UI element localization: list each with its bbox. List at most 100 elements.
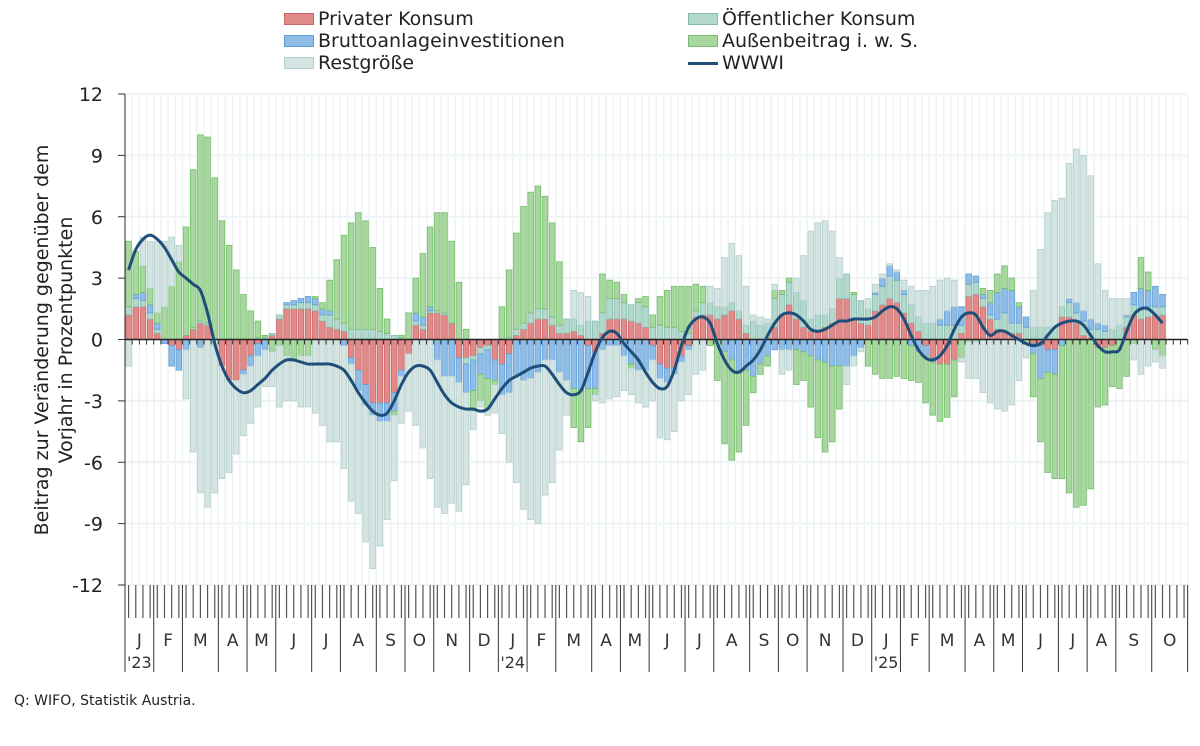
bar-restgr-e <box>448 375 455 504</box>
bar-privater-konsum <box>312 310 319 340</box>
bar-bruttoanlageinvestitionen <box>606 339 613 347</box>
legend-item-restgroesse: Restgröße <box>284 52 565 74</box>
legend-item-privater-konsum: Privater Konsum <box>284 8 565 30</box>
bar-au-enbeitrag-i-w-s- <box>455 281 463 340</box>
bar-bruttoanlageinvestitionen <box>570 339 577 389</box>
legend-swatch <box>284 57 314 69</box>
bar-bruttoanlageinvestitionen <box>721 339 728 353</box>
bar-privater-konsum <box>505 339 513 355</box>
bar-restgr-e <box>1037 249 1044 328</box>
bar-bruttoanlageinvestitionen <box>283 302 290 306</box>
bar-bruttoanlageinvestitionen <box>240 369 247 375</box>
bar-privater-konsum <box>556 332 563 340</box>
bar--ffentlicher-konsum <box>656 324 664 340</box>
bar-au-enbeitrag-i-w-s- <box>1159 339 1166 357</box>
bar-restgr-e <box>936 279 944 320</box>
bar-privater-konsum <box>197 322 204 340</box>
bar-restgr-e <box>333 339 340 443</box>
bar-bruttoanlageinvestitionen <box>1101 324 1109 332</box>
bar-restgr-e <box>750 314 757 322</box>
bar-restgr-e <box>304 355 312 408</box>
bar-bruttoanlageinvestitionen <box>850 339 857 357</box>
legend-label: Außenbeitrag i. w. S. <box>722 30 919 52</box>
bar-privater-konsum <box>685 339 692 347</box>
bar-privater-konsum <box>549 324 556 340</box>
bar-restgr-e <box>943 277 951 312</box>
bar-restgr-e <box>1094 263 1102 324</box>
bar-restgr-e <box>319 339 326 426</box>
bar-au-enbeitrag-i-w-s- <box>534 185 542 310</box>
bar-au-enbeitrag-i-w-s- <box>233 269 240 340</box>
bar-restgr-e <box>829 230 836 310</box>
bar-bruttoanlageinvestitionen <box>376 402 384 422</box>
bar-privater-konsum <box>929 339 936 359</box>
bar-privater-konsum <box>606 318 613 340</box>
y-tick-label: 6 <box>91 207 103 229</box>
bar-au-enbeitrag-i-w-s- <box>426 226 434 308</box>
bar-restgr-e <box>599 349 606 404</box>
bar--ffentlicher-konsum <box>972 281 980 295</box>
bar-au-enbeitrag-i-w-s- <box>800 351 807 381</box>
bar--ffentlicher-konsum <box>742 324 750 334</box>
bar-au-enbeitrag-i-w-s- <box>513 232 520 330</box>
bar-restgr-e <box>1030 289 1037 328</box>
bar-privater-konsum <box>419 328 427 340</box>
bar-au-enbeitrag-i-w-s- <box>1101 347 1109 406</box>
bar--ffentlicher-konsum <box>355 328 362 340</box>
bar-privater-konsum <box>333 328 340 340</box>
bar-au-enbeitrag-i-w-s- <box>951 359 958 398</box>
bar-au-enbeitrag-i-w-s- <box>154 312 161 324</box>
bar-restgr-e <box>283 355 290 402</box>
bar-au-enbeitrag-i-w-s- <box>1073 339 1080 508</box>
bar-au-enbeitrag-i-w-s- <box>584 388 592 428</box>
bar-au-enbeitrag-i-w-s- <box>204 136 211 324</box>
bar--ffentlicher-konsum <box>376 330 384 340</box>
bar-restgr-e <box>125 339 132 367</box>
bar-privater-konsum <box>347 339 355 359</box>
bar-privater-konsum <box>175 339 183 351</box>
bar--ffentlicher-konsum <box>577 324 585 336</box>
bar-au-enbeitrag-i-w-s- <box>362 220 369 330</box>
bar-privater-konsum <box>355 339 362 371</box>
bar-au-enbeitrag-i-w-s- <box>879 339 886 379</box>
bar-privater-konsum <box>240 339 247 371</box>
bar-privater-konsum <box>154 332 161 340</box>
bar-privater-konsum <box>470 339 477 357</box>
bar-restgr-e <box>692 339 700 375</box>
bar-bruttoanlageinvestitionen <box>1073 302 1080 314</box>
bar-restgr-e <box>276 345 283 408</box>
bar--ffentlicher-konsum <box>721 306 728 316</box>
bar-privater-konsum <box>850 318 857 340</box>
bar-au-enbeitrag-i-w-s- <box>1109 345 1116 387</box>
bar-restgr-e <box>161 240 168 308</box>
legend-right: Öffentlicher Konsum Außenbeitrag i. w. S… <box>688 8 918 74</box>
bar-restgr-e <box>893 269 901 273</box>
bar-restgr-e <box>297 355 305 408</box>
bar-bruttoanlageinvestitionen <box>434 339 441 361</box>
bar-bruttoanlageinvestitionen <box>513 339 520 377</box>
bar-au-enbeitrag-i-w-s- <box>979 287 987 295</box>
bar-restgr-e <box>146 240 154 289</box>
bar--ffentlicher-konsum <box>728 302 735 312</box>
bar-restgr-e <box>405 353 412 412</box>
bar-privater-konsum <box>319 320 326 340</box>
bar-restgr-e <box>505 392 513 463</box>
bar-privater-konsum <box>800 326 807 340</box>
bar-au-enbeitrag-i-w-s- <box>398 335 405 338</box>
bar-restgr-e <box>821 220 829 316</box>
bar-restgr-e <box>620 355 628 392</box>
bar--ffentlicher-konsum <box>1116 324 1123 340</box>
bar-bruttoanlageinvestitionen <box>1051 349 1059 375</box>
bar-bruttoanlageinvestitionen <box>154 322 161 330</box>
bar--ffentlicher-konsum <box>714 306 721 320</box>
bar-restgr-e <box>233 380 240 455</box>
x-month-label: J <box>509 631 515 651</box>
bar-restgr-e <box>735 255 743 312</box>
bar-restgr-e <box>929 285 936 324</box>
bar-bruttoanlageinvestitionen <box>1144 289 1152 308</box>
bar-privater-konsum <box>527 322 534 340</box>
bar-restgr-e <box>261 349 269 387</box>
bar-restgr-e <box>204 339 211 508</box>
bar-au-enbeitrag-i-w-s- <box>520 206 527 324</box>
